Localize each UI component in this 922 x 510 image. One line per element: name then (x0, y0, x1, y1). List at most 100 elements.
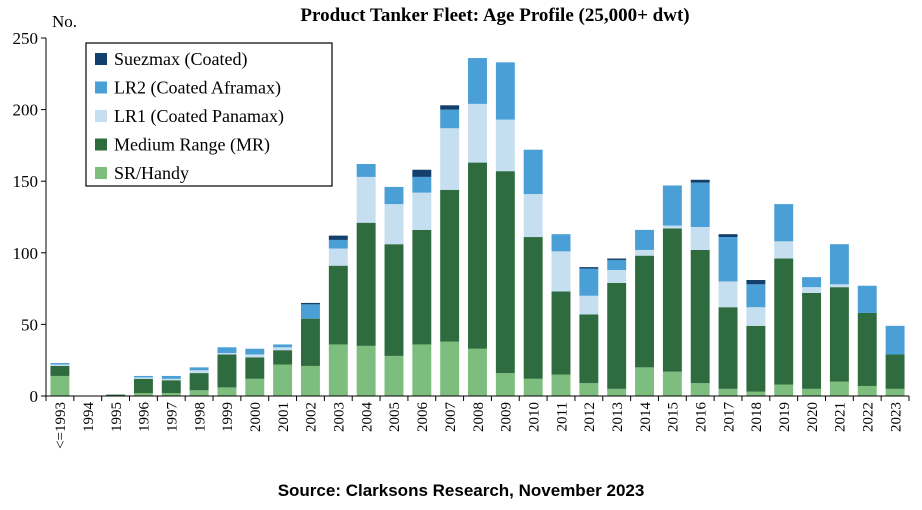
bar-sr-handy-2008 (468, 348, 487, 396)
y-tick-label-50: 50 (21, 315, 38, 334)
x-tick-label-2011: 2011 (554, 402, 570, 431)
bar-medium-range-mr-2013 (607, 282, 627, 389)
x-tick-label-2003: 2003 (332, 402, 348, 432)
bar-lr1-coated-panamax-2003 (328, 248, 348, 266)
bars-group (50, 58, 905, 396)
x-tick-label-2004: 2004 (359, 402, 375, 433)
bar-lr1-coated-panamax-2009 (495, 119, 515, 172)
bar-sr-handy-2018 (746, 391, 766, 396)
y-axis-unit-label: No. (52, 12, 77, 31)
bar-lr1-coated-panamax-2007 (440, 128, 460, 190)
bar-sr-handy-1998 (189, 390, 209, 396)
bar-lr2-coated-aframax-2011 (551, 234, 571, 252)
bar-medium-range-mr-2008 (468, 162, 487, 349)
x-tick-label-2002: 2002 (304, 402, 320, 432)
x-tick-label-2014: 2014 (638, 401, 654, 432)
bar-sr-handy-2011 (551, 374, 571, 396)
bar-lr2-coated-aframax-2000 (245, 348, 265, 355)
bar-lr2-coated-aframax-2015 (662, 185, 682, 226)
bar-medium-range-mr-2021 (829, 287, 849, 382)
bar-sr-handy-1993 (50, 375, 70, 396)
bar-sr-handy-2012 (579, 383, 599, 396)
bar-sr-handy-2007 (440, 341, 460, 396)
bar-sr-handy-1999 (217, 387, 237, 396)
bar-suezmax-coated-2002 (301, 302, 320, 305)
bar-medium-range-mr-1993 (50, 365, 70, 376)
bar-lr2-coated-aframax-2014 (635, 229, 654, 250)
x-tick-label-1993: <=1993 (53, 402, 69, 449)
bar-lr1-coated-panamax-2014 (635, 249, 654, 256)
bar-medium-range-mr-2005 (384, 244, 404, 356)
bar-sr-handy-2001 (273, 364, 293, 396)
bar-lr2-coated-aframax-2021 (829, 244, 849, 285)
bar-lr1-coated-panamax-2011 (551, 251, 571, 292)
bar-sr-handy-2022 (857, 385, 877, 396)
bar-medium-range-mr-2011 (551, 291, 571, 375)
bar-lr2-coated-aframax-2002 (301, 304, 320, 319)
bar-suezmax-coated-2007 (440, 105, 460, 110)
bar-medium-range-mr-2014 (635, 255, 654, 368)
bar-sr-handy-2017 (718, 388, 738, 396)
bar-suezmax-coated-2006 (412, 169, 432, 177)
bar-lr2-coated-aframax-1998 (189, 367, 209, 371)
bar-lr1-coated-panamax-2008 (468, 103, 487, 163)
bar-lr2-coated-aframax-2007 (440, 109, 460, 129)
bar-suezmax-coated-2017 (718, 234, 738, 238)
bar-lr1-coated-panamax-2019 (774, 241, 794, 259)
x-tick-label-2020: 2020 (805, 402, 821, 432)
bar-lr2-coated-aframax-2018 (746, 284, 766, 308)
bar-lr1-coated-panamax-1998 (189, 370, 209, 374)
axes-group: 0 50 100 150 200 250 <=1993 1994 1995 1996 1997 199… (13, 29, 910, 449)
bar-sr-handy-2004 (356, 345, 376, 396)
bar-medium-range-mr-2007 (440, 189, 460, 342)
bar-lr2-coated-aframax-2013 (607, 259, 627, 270)
source-note: Source: Clarksons Research, November 202… (278, 481, 645, 500)
bar-medium-range-mr-2002 (301, 318, 320, 366)
bar-lr1-coated-panamax-2016 (690, 227, 710, 250)
legend-box (85, 42, 333, 187)
bar-medium-range-mr-2003 (328, 265, 348, 345)
bar-medium-range-mr-2017 (718, 307, 738, 389)
bar-sr-handy-2005 (384, 355, 404, 396)
bar-sr-handy-2020 (802, 388, 822, 396)
bar-lr2-coated-aframax-2006 (412, 176, 432, 193)
x-tick-label-2016: 2016 (693, 402, 709, 433)
bar-lr1-coated-panamax-1997 (161, 378, 181, 381)
bar-sr-handy-2000 (245, 378, 265, 396)
bar-lr2-coated-aframax-1997 (161, 375, 181, 379)
legend-swatch-lr2-coated-aframax (95, 81, 107, 94)
bar-lr1-coated-panamax-2012 (579, 295, 599, 315)
bar-medium-range-mr-1995 (106, 394, 126, 396)
bar-sr-handy-2002 (301, 365, 320, 396)
bar-lr2-coated-aframax-2005 (384, 186, 404, 205)
legend-label-suezmax-coated: Suezmax (Coated) (114, 49, 247, 70)
legend-swatch-medium-range-mr (95, 138, 107, 151)
bar-medium-range-mr-2000 (245, 357, 265, 379)
bar-lr1-coated-panamax-2017 (718, 281, 738, 308)
bar-medium-range-mr-2018 (746, 325, 766, 392)
x-tick-label-2023: 2023 (888, 402, 904, 432)
x-tick-label-1997: 1997 (165, 401, 181, 432)
bar-medium-range-mr-2022 (857, 312, 877, 386)
bar-medium-range-mr-2023 (885, 354, 905, 389)
bar-sr-handy-2003 (328, 344, 348, 396)
bar-lr2-coated-aframax-2003 (328, 239, 348, 249)
x-tick-label-2008: 2008 (471, 402, 487, 432)
bar-sr-handy-2015 (662, 371, 682, 396)
bar-sr-handy-2010 (523, 378, 543, 396)
legend-swatch-sr-handy (95, 167, 107, 179)
bar-lr1-coated-panamax-2021 (829, 284, 849, 288)
bar-sr-handy-2006 (412, 344, 432, 396)
bar-medium-range-mr-2010 (523, 237, 543, 379)
bar-lr2-coated-aframax-1999 (217, 347, 237, 354)
bar-sr-handy-2013 (607, 388, 627, 396)
bar-lr1-coated-panamax-2020 (802, 287, 822, 293)
bar-medium-range-mr-2015 (662, 228, 682, 372)
bar-lr2-coated-aframax-2012 (579, 268, 599, 296)
bar-lr1-coated-panamax-2018 (746, 307, 766, 326)
bar-lr1-coated-panamax-2015 (662, 225, 682, 229)
bar-lr2-coated-aframax-2010 (523, 149, 543, 195)
bar-sr-handy-2021 (829, 381, 849, 396)
x-tick-label-2019: 2019 (777, 402, 793, 432)
